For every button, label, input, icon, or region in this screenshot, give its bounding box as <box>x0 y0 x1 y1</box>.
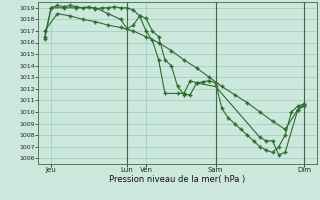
X-axis label: Pression niveau de la mer( hPa ): Pression niveau de la mer( hPa ) <box>109 175 246 184</box>
